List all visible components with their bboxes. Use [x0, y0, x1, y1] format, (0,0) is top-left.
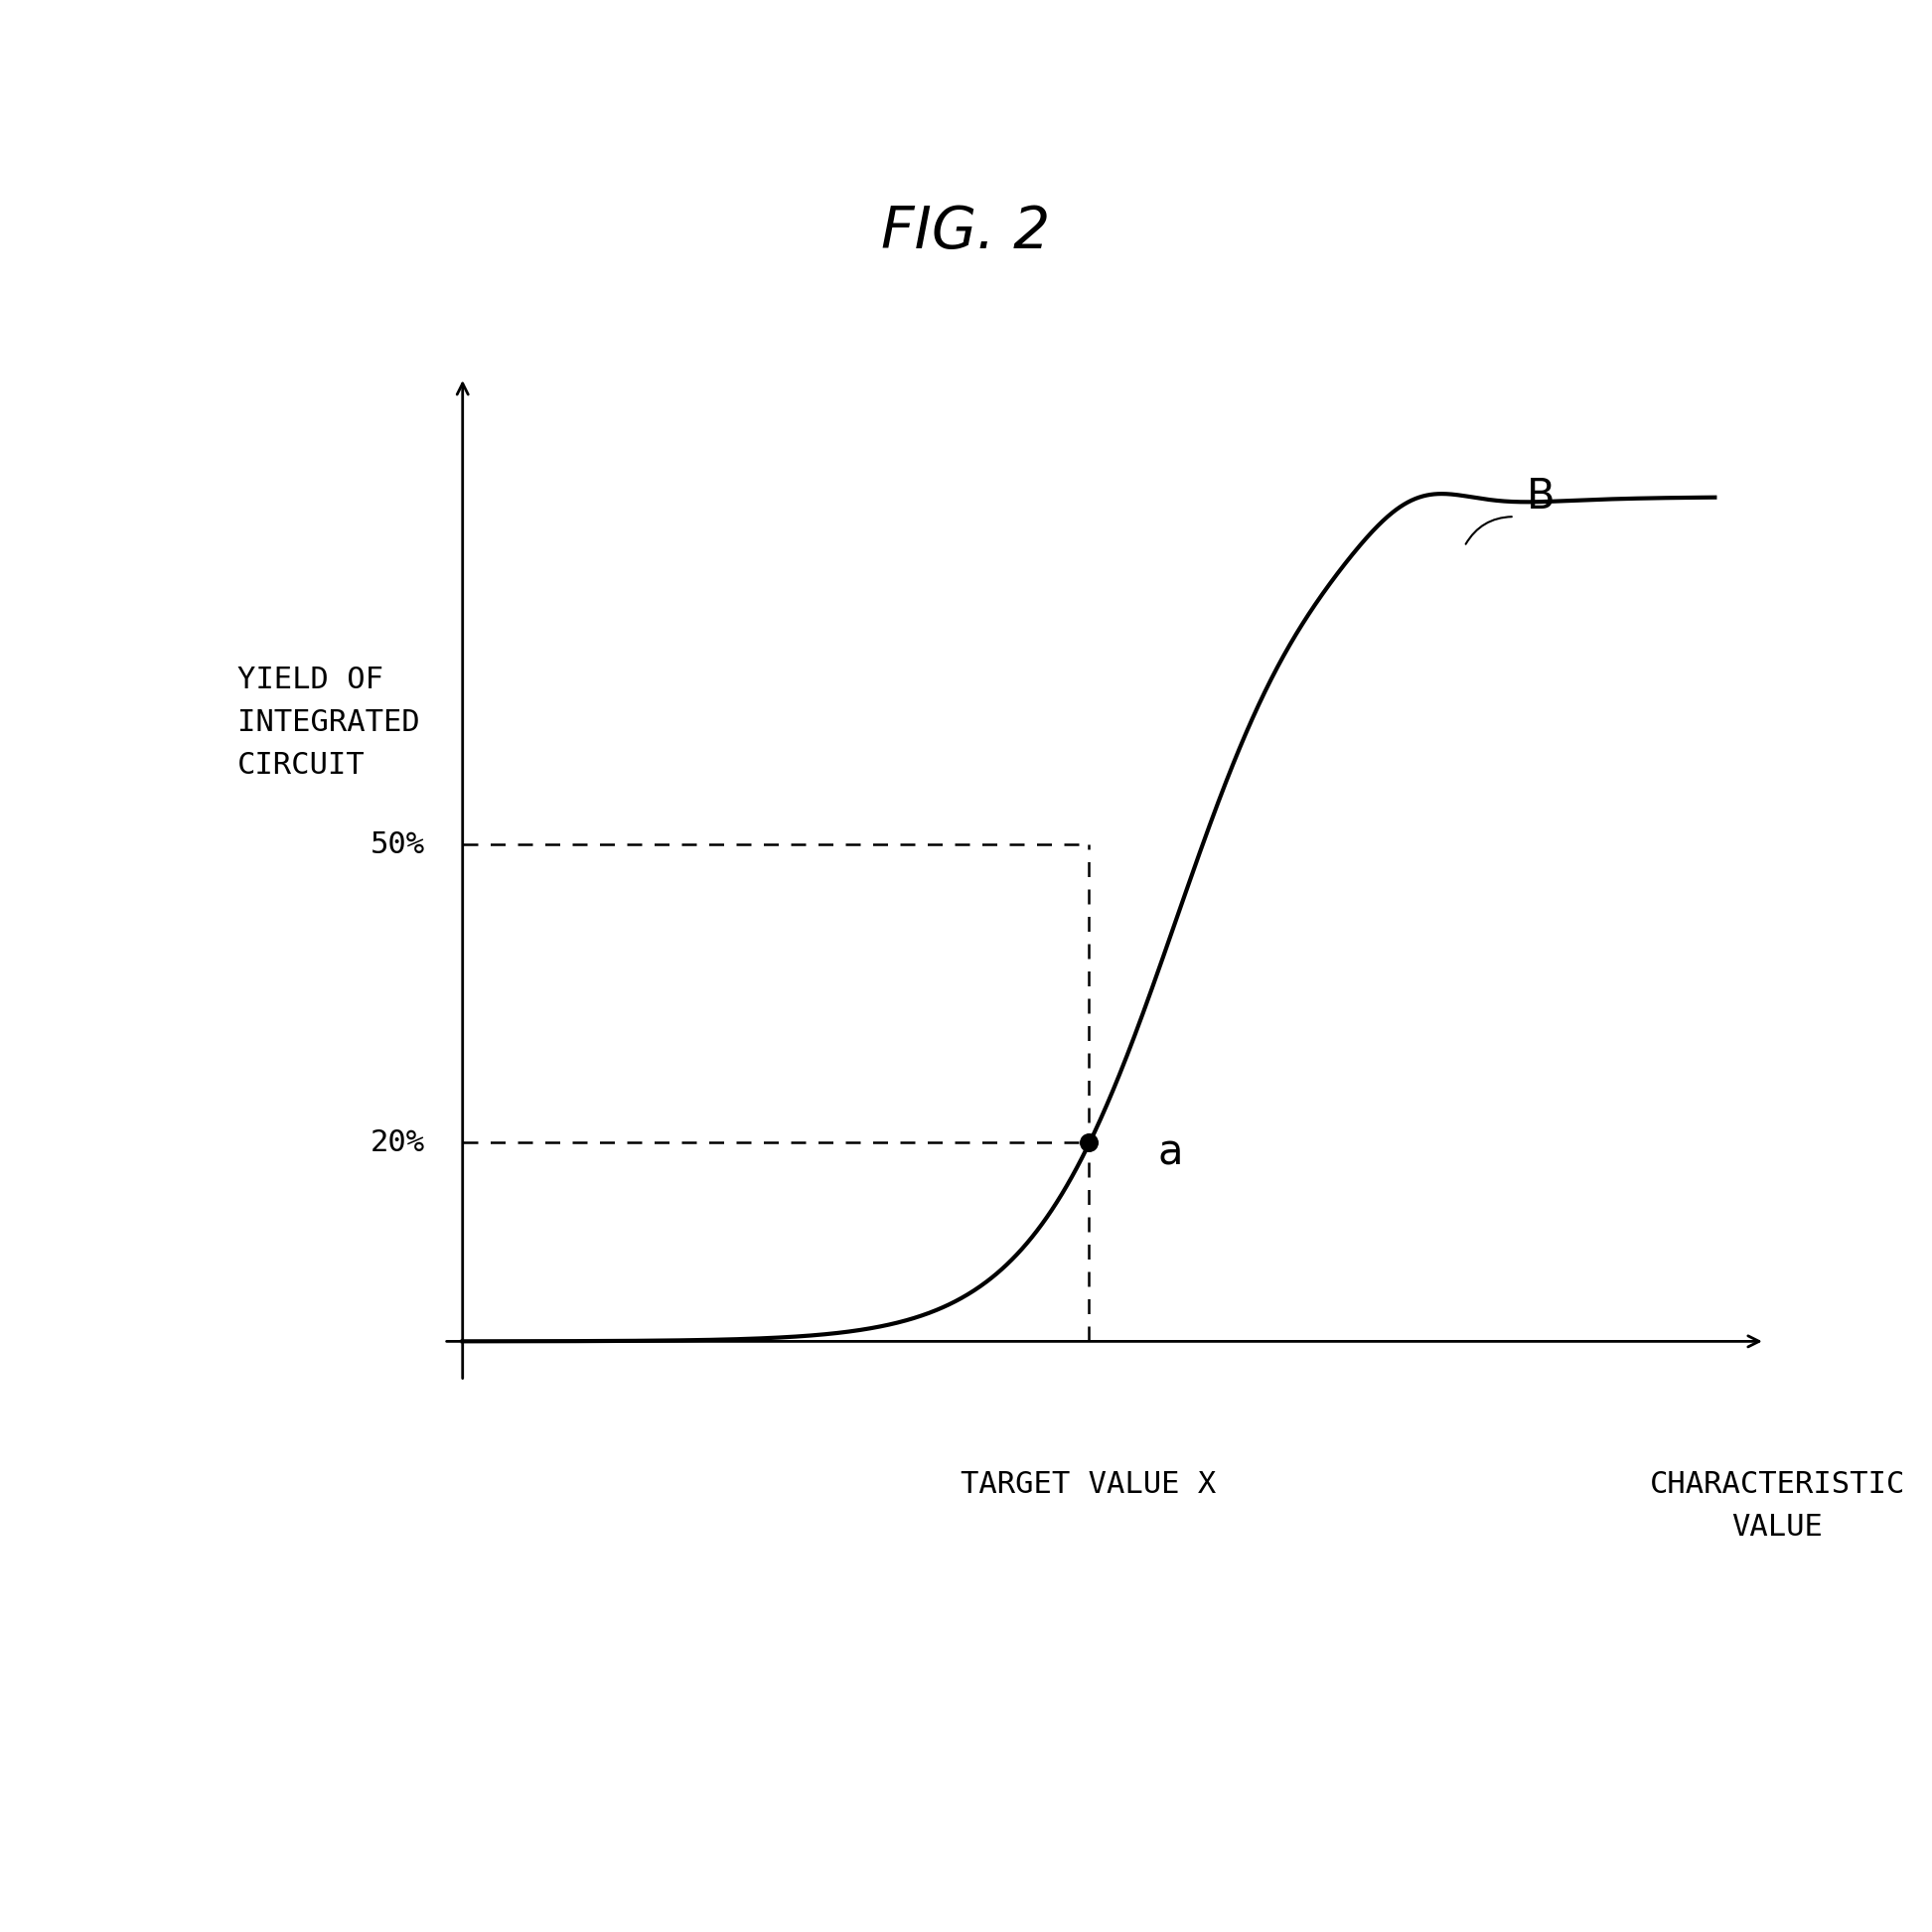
Text: YIELD OF
INTEGRATED
CIRCUIT: YIELD OF INTEGRATED CIRCUIT — [238, 667, 419, 779]
Text: a: a — [1157, 1132, 1182, 1173]
Text: CHARACTERISTIC
VALUE: CHARACTERISTIC VALUE — [1650, 1470, 1905, 1542]
Point — [1074, 1126, 1105, 1157]
Text: 20%: 20% — [371, 1128, 425, 1157]
Text: FIG. 2: FIG. 2 — [881, 203, 1051, 261]
Text: B: B — [1526, 475, 1555, 518]
Text: 50%: 50% — [371, 831, 425, 860]
Text: TARGET VALUE X: TARGET VALUE X — [960, 1470, 1217, 1499]
